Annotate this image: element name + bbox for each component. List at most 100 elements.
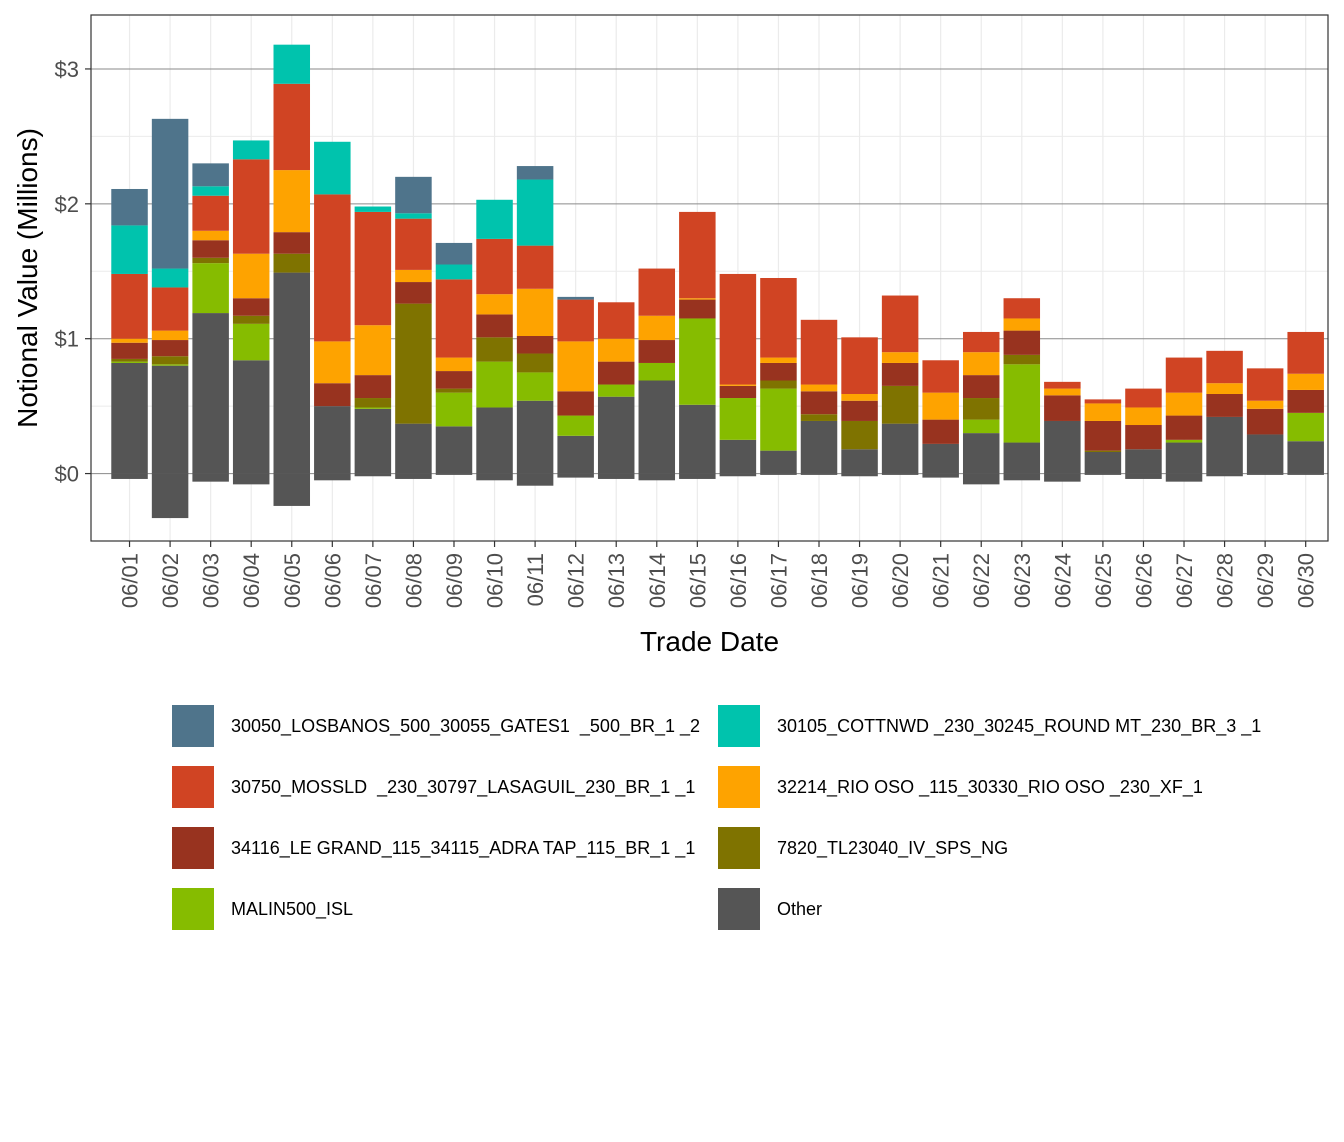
bar-segment-other-negative bbox=[922, 473, 959, 478]
legend-item: 34116_LE GRAND_115_34115_ADRA TAP_115_BR… bbox=[172, 826, 695, 870]
bar-segment-other-negative bbox=[314, 473, 351, 481]
bar-segment-34116-le-grand-115-34115-adra-tap-115-br-1-1 bbox=[1165, 415, 1203, 440]
bar-segment-other bbox=[192, 313, 229, 474]
x-tick-label: 06/01 bbox=[118, 553, 143, 608]
bar-segment-other-negative bbox=[638, 473, 676, 481]
bar-segment-30750-mossld-230-30797-lasaguil-230-br-1-1 bbox=[638, 268, 676, 316]
bar-segment-32214-rio-oso-115-30330-rio-oso-230-xf-1 bbox=[1084, 403, 1122, 421]
bar-segment-34116-le-grand-115-34115-adra-tap-115-br-1-1 bbox=[435, 371, 473, 389]
bar-segment-7820-tl23040-iv-sps-ng bbox=[760, 380, 797, 389]
bar-segment-32214-rio-oso-115-30330-rio-oso-230-xf-1 bbox=[111, 338, 148, 343]
bar-segment-34116-le-grand-115-34115-adra-tap-115-br-1-1 bbox=[962, 375, 1000, 399]
bar-segment-30105-cottnwd-230-30245-round-mt-230-br-3-1 bbox=[395, 213, 432, 219]
bar-segment-malin500-isl bbox=[597, 384, 635, 397]
bar-segment-34116-le-grand-115-34115-adra-tap-115-br-1-1 bbox=[679, 299, 716, 319]
bar-segment-7820-tl23040-iv-sps-ng bbox=[395, 303, 432, 424]
x-tick-label: 06/22 bbox=[969, 553, 994, 608]
bar-segment-34116-le-grand-115-34115-adra-tap-115-br-1-1 bbox=[841, 400, 878, 421]
bar-segment-34116-le-grand-115-34115-adra-tap-115-br-1-1 bbox=[638, 340, 676, 363]
x-tick-label: 06/24 bbox=[1050, 553, 1075, 608]
bar-segment-30050-losbanos-500-30055-gates1-500-br-1-2 bbox=[111, 188, 148, 226]
bar-segment-34116-le-grand-115-34115-adra-tap-115-br-1-1 bbox=[314, 383, 351, 407]
bar-segment-other-negative bbox=[962, 473, 1000, 485]
bar-segment-30750-mossld-230-30797-lasaguil-230-br-1-1 bbox=[881, 295, 919, 353]
bar-segment-7820-tl23040-iv-sps-ng bbox=[192, 257, 229, 264]
legend-swatch bbox=[172, 705, 214, 747]
bar-segment-7820-tl23040-iv-sps-ng bbox=[232, 315, 270, 324]
x-tick-label: 06/02 bbox=[158, 553, 183, 608]
bar-segment-32214-rio-oso-115-30330-rio-oso-230-xf-1 bbox=[435, 357, 473, 372]
bar-segment-7820-tl23040-iv-sps-ng bbox=[881, 385, 919, 424]
x-tick-label: 06/27 bbox=[1172, 553, 1197, 608]
bar-segment-30050-losbanos-500-30055-gates1-500-br-1-2 bbox=[557, 296, 594, 300]
bar-segment-30750-mossld-230-30797-lasaguil-230-br-1-1 bbox=[151, 287, 189, 331]
bar-segment-other-negative bbox=[1084, 473, 1122, 475]
bar-segment-30750-mossld-230-30797-lasaguil-230-br-1-1 bbox=[1206, 350, 1243, 384]
bar-segment-34116-le-grand-115-34115-adra-tap-115-br-1-1 bbox=[1003, 330, 1041, 355]
legend-swatch bbox=[718, 705, 760, 747]
x-tick-label: 06/07 bbox=[361, 553, 386, 608]
legend-swatch bbox=[172, 827, 214, 869]
legend-item: 30105_COTTNWD _230_30245_ROUND MT_230_BR… bbox=[718, 704, 1261, 748]
bar-segment-34116-le-grand-115-34115-adra-tap-115-br-1-1 bbox=[516, 335, 554, 354]
bar-segment-other bbox=[1206, 416, 1243, 474]
bar-segment-other bbox=[273, 272, 311, 474]
legend-label: 30050_LOSBANOS_500_30055_GATES1 _500_BR_… bbox=[231, 715, 701, 736]
bar-segment-30105-cottnwd-230-30245-round-mt-230-br-3-1 bbox=[435, 264, 473, 280]
bar-segment-34116-le-grand-115-34115-adra-tap-115-br-1-1 bbox=[111, 342, 148, 359]
bar-segment-other-negative bbox=[1125, 473, 1162, 479]
bar-segment-other bbox=[354, 408, 392, 474]
bar-segment-other-negative bbox=[273, 473, 311, 506]
bar-segment-7820-tl23040-iv-sps-ng bbox=[800, 414, 838, 421]
bar-segment-other bbox=[314, 406, 351, 474]
bar-segment-34116-le-grand-115-34115-adra-tap-115-br-1-1 bbox=[395, 282, 432, 304]
bar-segment-34116-le-grand-115-34115-adra-tap-115-br-1-1 bbox=[800, 391, 838, 415]
bar-segment-30750-mossld-230-30797-lasaguil-230-br-1-1 bbox=[1044, 381, 1081, 389]
bar-segment-30750-mossld-230-30797-lasaguil-230-br-1-1 bbox=[435, 279, 473, 358]
bar-segment-other bbox=[435, 426, 473, 474]
bar-segment-30750-mossld-230-30797-lasaguil-230-br-1-1 bbox=[232, 159, 270, 254]
x-tick-label: 06/12 bbox=[564, 553, 589, 608]
bar-segment-malin500-isl bbox=[962, 419, 1000, 434]
bar-segment-32214-rio-oso-115-30330-rio-oso-230-xf-1 bbox=[1125, 407, 1162, 426]
bar-segment-30750-mossld-230-30797-lasaguil-230-br-1-1 bbox=[679, 211, 716, 299]
bar-segment-32214-rio-oso-115-30330-rio-oso-230-xf-1 bbox=[273, 170, 311, 233]
bar-segment-30105-cottnwd-230-30245-round-mt-230-br-3-1 bbox=[273, 44, 311, 84]
bar-segment-other bbox=[1246, 434, 1284, 474]
bar-segment-30750-mossld-230-30797-lasaguil-230-br-1-1 bbox=[354, 211, 392, 326]
bar-segment-34116-le-grand-115-34115-adra-tap-115-br-1-1 bbox=[1044, 395, 1081, 421]
bar-segment-malin500-isl bbox=[111, 361, 148, 363]
bar-segment-7820-tl23040-iv-sps-ng bbox=[1003, 354, 1041, 365]
bar-segment-32214-rio-oso-115-30330-rio-oso-230-xf-1 bbox=[679, 298, 716, 300]
stacked-bar-chart: $0$1$2$3 06/01 06/02 06/03 06/04 06/05 06/06 0… bbox=[12, 14, 1329, 657]
y-tick-label: $1 bbox=[55, 327, 79, 352]
bar-segment-other bbox=[841, 449, 878, 474]
bar-segment-34116-le-grand-115-34115-adra-tap-115-br-1-1 bbox=[557, 391, 594, 416]
bar-segment-other-negative bbox=[232, 473, 270, 485]
bar-segment-32214-rio-oso-115-30330-rio-oso-230-xf-1 bbox=[354, 325, 392, 376]
bar-segment-32214-rio-oso-115-30330-rio-oso-230-xf-1 bbox=[922, 392, 959, 420]
bar-segment-30105-cottnwd-230-30245-round-mt-230-br-3-1 bbox=[314, 141, 351, 195]
bar-segment-34116-le-grand-115-34115-adra-tap-115-br-1-1 bbox=[1084, 420, 1122, 451]
bar-segment-malin500-isl bbox=[354, 407, 392, 409]
bar-segment-other bbox=[597, 396, 635, 474]
bar-segment-30050-losbanos-500-30055-gates1-500-br-1-2 bbox=[192, 163, 229, 187]
bar-segment-malin500-isl bbox=[557, 415, 594, 436]
bar-segment-32214-rio-oso-115-30330-rio-oso-230-xf-1 bbox=[557, 341, 594, 392]
bar-segment-other-negative bbox=[516, 473, 554, 486]
bar-segment-other bbox=[516, 400, 554, 474]
x-tick-label: 06/09 bbox=[442, 553, 467, 608]
bar-segment-other bbox=[151, 365, 189, 474]
bar-segment-32214-rio-oso-115-30330-rio-oso-230-xf-1 bbox=[638, 315, 676, 341]
legend-label: Other bbox=[777, 898, 823, 919]
bar-segment-other-negative bbox=[800, 473, 838, 475]
bar-segment-30750-mossld-230-30797-lasaguil-230-br-1-1 bbox=[719, 273, 757, 385]
bar-segment-32214-rio-oso-115-30330-rio-oso-230-xf-1 bbox=[1044, 388, 1081, 396]
legend-label: MALIN500_ISL bbox=[231, 898, 354, 919]
x-tick-label: 06/13 bbox=[604, 553, 629, 608]
bar-segment-other bbox=[232, 360, 270, 474]
bar-segment-30750-mossld-230-30797-lasaguil-230-br-1-1 bbox=[395, 218, 432, 270]
bar-segment-34116-le-grand-115-34115-adra-tap-115-br-1-1 bbox=[151, 340, 189, 357]
bar-segment-malin500-isl bbox=[760, 388, 797, 451]
bar-segment-30750-mossld-230-30797-lasaguil-230-br-1-1 bbox=[273, 83, 311, 171]
